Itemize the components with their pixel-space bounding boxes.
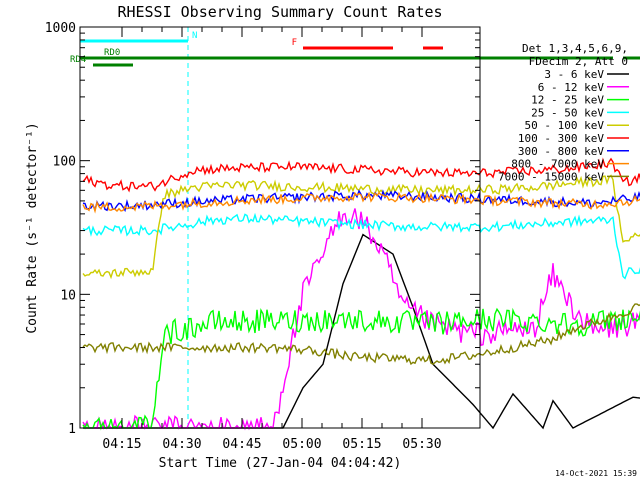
y-tick-label: 1000 [45, 21, 76, 36]
legend-label: 800 - 7000 keV [511, 158, 604, 171]
x-tick-label: 04:30 [162, 437, 201, 452]
legend-header: FDecim 2, Att 0 [529, 55, 628, 68]
legend: Det 1,3,4,5,6,9,FDecim 2, Att 03 - 6 keV… [498, 42, 629, 183]
series-12-25-kev [82, 307, 640, 431]
x-tick-label: 05:00 [282, 437, 321, 452]
y-tick-label: 10 [60, 288, 76, 303]
y-tick-label: 100 [53, 155, 76, 170]
x-tick-label: 05:30 [402, 437, 441, 452]
state-label: F [292, 38, 297, 48]
timestamp: 14-Oct-2021 15:39 [555, 469, 637, 478]
legend-label: 300 - 800 keV [518, 145, 604, 158]
y-axis-label: Count Rate (s⁻¹ detector⁻¹) [25, 122, 40, 333]
state-label: N [192, 31, 197, 41]
y-tick-label: 1 [68, 422, 76, 437]
series-50-100-kev [82, 174, 640, 280]
legend-label: 12 - 25 keV [531, 94, 604, 107]
legend-label: 3 - 6 keV [544, 68, 604, 81]
legend-label: 100 - 300 keV [518, 132, 604, 145]
legend-header: Det 1,3,4,5,6,9, [522, 42, 628, 55]
series-800-7000-kev [82, 191, 640, 214]
state-label: RD4 [70, 55, 86, 65]
legend-label: 25 - 50 keV [531, 106, 604, 119]
legend-label: 50 - 100 keV [525, 119, 605, 132]
chart-title: RHESSI Observing Summary Count Rates [117, 3, 442, 21]
annotation-layer: NNFRD0RD4 [70, 31, 640, 67]
x-axis-label: Start Time (27-Jan-04 04:04:42) [159, 456, 402, 471]
y-axis: 1 10 100 1000 [45, 21, 480, 437]
legend-label: 7000 - 15000 keV [498, 170, 604, 183]
series-25-50-kev [82, 212, 640, 280]
legend-label: 6 - 12 keV [538, 81, 605, 94]
series-100-300-kev [82, 157, 640, 193]
x-tick-label: 05:15 [342, 437, 381, 452]
x-tick-label: 04:15 [102, 437, 141, 452]
series-7000-15000-kev [82, 303, 640, 366]
plot-frame [79, 26, 481, 429]
x-tick-label: 04:45 [222, 437, 261, 452]
state-label: RD0 [104, 48, 120, 58]
x-axis: 04:15 04:30 04:45 05:00 05:15 05:30 [102, 27, 442, 452]
